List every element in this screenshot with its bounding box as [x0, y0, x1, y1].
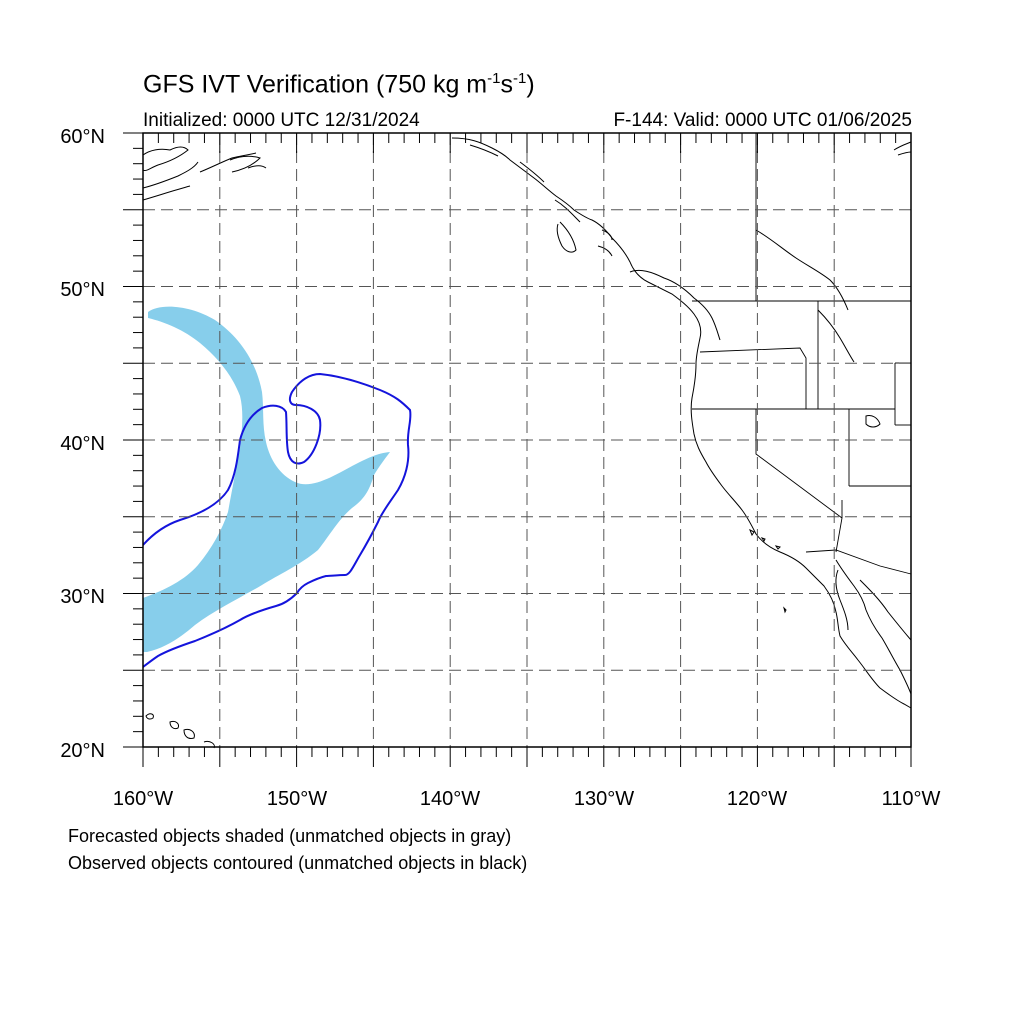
lon-label-120w: 120°W — [727, 788, 787, 810]
valid-time: F-144: Valid: 0000 UTC 01/06/2025 — [613, 110, 912, 131]
initialized-time: Initialized: 0000 UTC 12/31/2024 — [143, 110, 420, 131]
longitude-labels: 160°W 150°W 140°W 130°W 120°W 110°W — [113, 788, 941, 810]
forecast-object — [143, 306, 390, 652]
gridlines — [143, 133, 911, 747]
lat-label-40: 40°N — [60, 433, 105, 455]
chart-title: GFS IVT Verification (750 kg m-1s-1) — [143, 70, 535, 99]
lat-label-20: 20°N — [60, 740, 105, 762]
lon-label-140w: 140°W — [420, 788, 480, 810]
lat-label-50: 50°N — [60, 279, 105, 301]
lon-label-150w: 150°W — [267, 788, 327, 810]
lon-label-130w: 130°W — [574, 788, 634, 810]
lat-label-60: 60°N — [60, 126, 105, 148]
lon-label-110w: 110°W — [882, 788, 941, 810]
latitude-labels: 20°N 30°N 40°N 50°N 60°N — [60, 126, 105, 762]
forecast-note: Forecasted objects shaded (unmatched obj… — [68, 826, 512, 846]
political-borders — [692, 133, 912, 575]
observed-object-contour — [143, 372, 412, 668]
observed-note: Observed objects contoured (unmatched ob… — [68, 853, 528, 873]
lon-label-160w: 160°W — [113, 788, 173, 810]
lat-label-30: 30°N — [60, 586, 105, 608]
axis-ticks — [123, 132, 912, 767]
